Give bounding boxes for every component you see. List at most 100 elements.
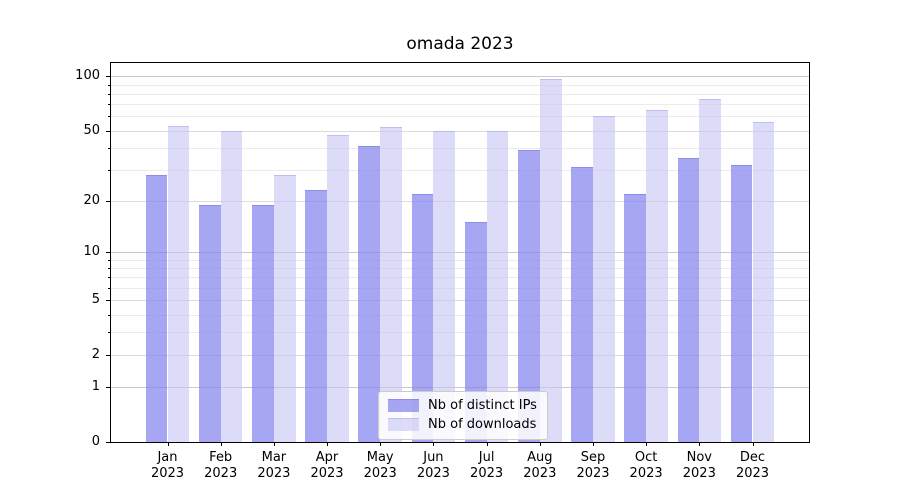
x-tick [273, 442, 275, 446]
x-tick-label: Mar 2023 [244, 450, 304, 482]
x-tick-label-year: 2023 [416, 466, 450, 481]
x-tick [380, 442, 382, 446]
bar [518, 149, 540, 442]
legend-swatch-distinct-ips [388, 399, 419, 412]
gridline-minor [111, 314, 809, 316]
x-tick-label-year: 2023 [470, 466, 504, 481]
gridline-major [111, 200, 809, 202]
x-tick [752, 442, 754, 446]
x-tick-label-year: 2023 [310, 466, 344, 481]
y-tick [106, 130, 110, 132]
x-tick-label-year: 2023 [363, 466, 397, 481]
chart-title: omada 2023 [406, 34, 514, 54]
y-tick-label: 0 [91, 434, 100, 449]
bar [730, 165, 753, 442]
plot-area [110, 62, 810, 443]
y-minor-tick [108, 104, 110, 106]
gridline-minor [111, 259, 809, 261]
bar [571, 167, 593, 442]
y-minor-tick [108, 267, 110, 269]
x-tick-label-month: Jun [423, 450, 444, 465]
x-tick-label-month: Jul [478, 450, 495, 465]
gridline-minor [111, 147, 809, 149]
bar [252, 204, 274, 442]
bar [539, 78, 562, 442]
bar [433, 130, 456, 442]
x-tick-label: Jun 2023 [403, 450, 463, 482]
x-tick-label-month: Apr [315, 450, 339, 465]
x-tick-label-year: 2023 [523, 466, 557, 481]
x-tick-label-year: 2023 [150, 466, 185, 481]
bar [273, 175, 296, 442]
y-tick [106, 442, 110, 443]
x-tick-label: Sep 2023 [563, 450, 623, 482]
gridline-major [111, 252, 809, 253]
x-tick [699, 442, 701, 446]
y-tick-label: 20 [83, 192, 100, 208]
y-tick [106, 252, 110, 253]
x-tick-label-month: Mar [261, 450, 287, 465]
x-tick-label: Jul 2023 [457, 450, 517, 482]
legend-item-downloads: Nb of downloads [388, 416, 537, 433]
gridline-minor [111, 277, 809, 279]
gridline-minor [111, 332, 809, 334]
bar [220, 130, 243, 442]
x-tick-label-year: 2023 [576, 466, 610, 481]
gridline-minor [111, 287, 809, 289]
y-minor-tick [108, 314, 110, 316]
bar [677, 158, 700, 442]
legend-label-downloads: Nb of downloads [428, 417, 537, 432]
x-tick [327, 442, 328, 446]
gridline-major [111, 387, 809, 389]
bar [305, 190, 327, 442]
y-minor-tick [108, 84, 110, 86]
y-tick [106, 76, 110, 78]
x-tick-label: Dec 2023 [723, 450, 783, 482]
y-tick-label: 5 [91, 292, 100, 307]
legend-item-distinct-ips: Nb of distinct IPs [388, 397, 537, 414]
bar [167, 125, 190, 442]
y-tick [106, 300, 110, 301]
x-tick-label: Apr 2023 [297, 450, 357, 482]
bar [198, 204, 221, 442]
x-tick-label-month: Sep [580, 450, 606, 465]
bar [327, 135, 349, 442]
y-tick-label: 1 [91, 379, 100, 395]
x-tick-label-year: 2023 [204, 466, 238, 481]
gridline-major [111, 355, 809, 356]
bar [593, 116, 615, 442]
legend-label-distinct-ips: Nb of distinct IPs [428, 398, 537, 413]
x-tick-label-month: May [366, 450, 394, 465]
x-tick-label-month: Oct [634, 450, 658, 465]
x-tick [486, 442, 488, 446]
y-tick-label: 10 [83, 244, 100, 259]
x-tick [433, 442, 435, 446]
bar [411, 193, 434, 442]
bar [752, 121, 775, 442]
x-tick [220, 442, 222, 446]
y-minor-tick [108, 277, 110, 279]
y-tick-label: 50 [83, 122, 100, 138]
y-minor-tick [108, 93, 110, 95]
gridline-major [111, 76, 809, 78]
bar [646, 110, 668, 442]
x-tick-label: Aug 2023 [510, 450, 570, 482]
x-tick [539, 442, 541, 446]
x-tick-label-year: 2023 [682, 466, 716, 481]
bar [624, 193, 647, 442]
bar [486, 130, 509, 442]
gridline-major [111, 130, 809, 132]
x-tick-label: Oct 2023 [616, 450, 676, 482]
y-tick [106, 200, 110, 202]
x-tick-label-year: 2023 [735, 466, 770, 481]
y-minor-tick [108, 147, 110, 149]
y-tick [106, 387, 110, 389]
x-tick-label-month: Aug [527, 450, 553, 465]
y-minor-tick [108, 116, 110, 118]
y-minor-tick [108, 169, 110, 171]
gridline-minor [111, 267, 809, 269]
gridline-minor [111, 116, 809, 118]
x-tick [646, 442, 648, 446]
x-tick-label-month: Jan [157, 450, 178, 465]
